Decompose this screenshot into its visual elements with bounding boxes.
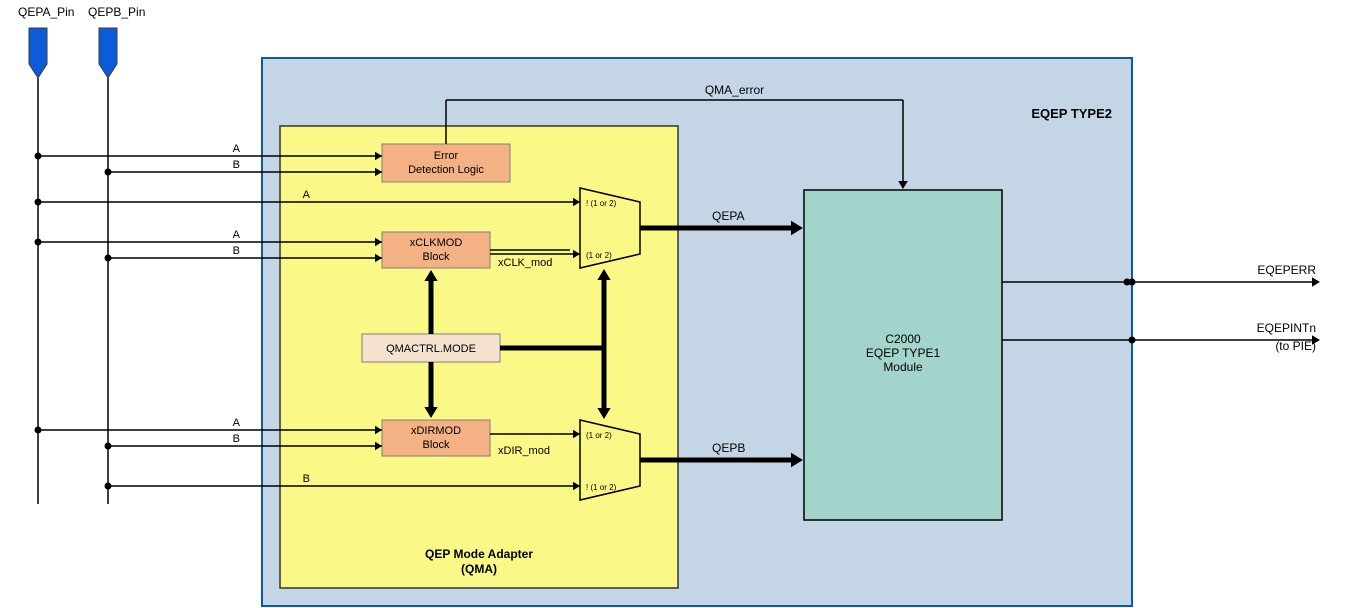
qepa-pin-label: QEPA_Pin (18, 5, 74, 19)
module-line1: C2000 (885, 332, 921, 346)
qepa-pin (29, 28, 47, 78)
svg-text:A: A (233, 229, 241, 241)
svg-text:A: A (233, 143, 241, 155)
eqeperr-label: EQEPERR (1257, 263, 1316, 277)
error-block-l2: Detection Logic (408, 164, 484, 176)
svg-text:B: B (233, 245, 240, 257)
qepa-signal-label: QEPA (712, 209, 744, 223)
svg-text:B: B (233, 433, 240, 445)
svg-text:A: A (303, 189, 311, 201)
qma-error-label: QMA_error (705, 83, 764, 97)
svg-text:B: B (303, 473, 310, 485)
module-line2: EQEP TYPE1 (866, 346, 941, 360)
eqep-type2-label: EQEP TYPE2 (1031, 106, 1112, 121)
xdir-mod-label: xDIR_mod (498, 445, 550, 457)
block-diagram: EQEP TYPE2QEP Mode Adapter(QMA)C2000EQEP… (0, 0, 1354, 608)
error-block-l1: Error (434, 150, 459, 162)
qma-title-1: QEP Mode Adapter (425, 547, 533, 561)
to-pie-label: (to PIE) (1275, 339, 1316, 353)
mux-bot-sel: (1 or 2) (586, 431, 612, 440)
xclkmod-l2: Block (423, 251, 450, 263)
svg-text:B: B (233, 159, 240, 171)
qmactrl-label: QMACTRL.MODE (386, 343, 476, 355)
qepb-signal-label: QEPB (712, 441, 745, 455)
mux-top-sel: (1 or 2) (586, 251, 612, 260)
eqepintn-label: EQEPINTn (1257, 321, 1316, 335)
xdirmod-l1: xDIRMOD (411, 425, 461, 437)
qepb-pin (99, 28, 117, 78)
qepb-pin-label: QEPB_Pin (88, 5, 145, 19)
mux-bot-not: ! (1 or 2) (586, 483, 617, 492)
svg-text:A: A (233, 417, 241, 429)
module-line3: Module (883, 360, 923, 374)
xclk-mod-label: xCLK_mod (498, 257, 552, 269)
mux-top-not: ! (1 or 2) (586, 199, 617, 208)
xclkmod-l1: xCLKMOD (410, 237, 463, 249)
qma-title-2: (QMA) (461, 562, 497, 576)
xdirmod-l2: Block (423, 439, 450, 451)
